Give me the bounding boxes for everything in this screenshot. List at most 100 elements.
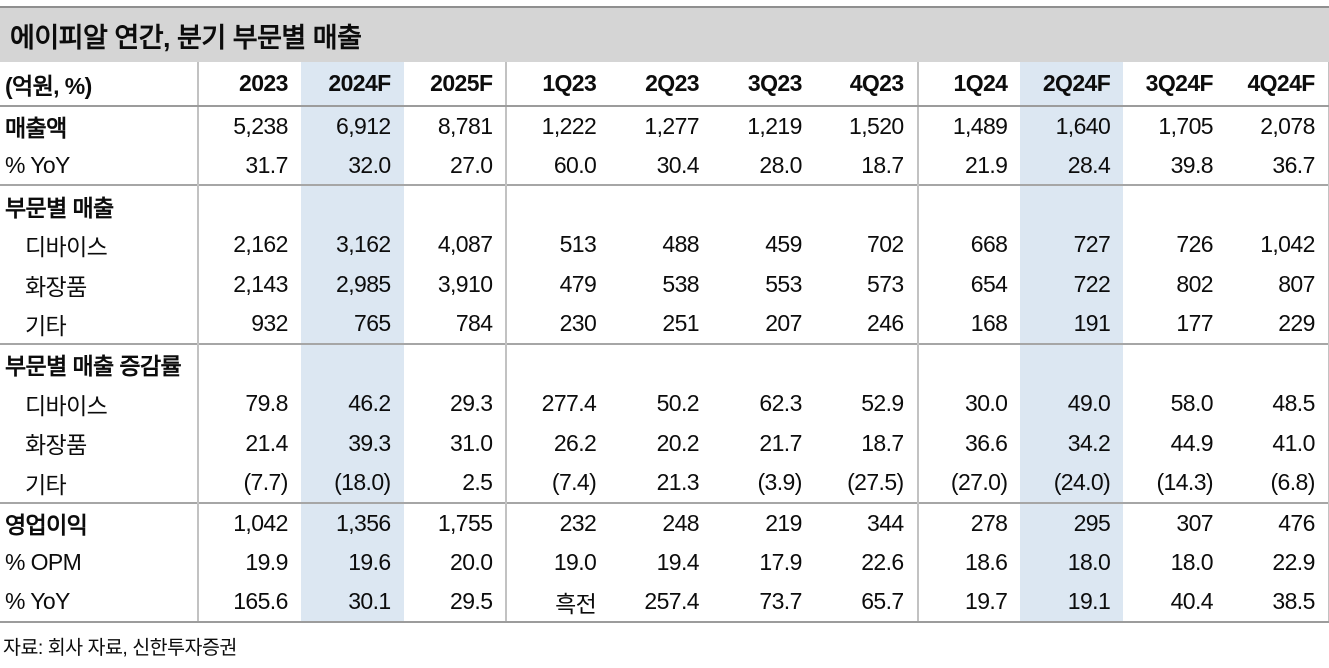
- value-cell: 1,520: [814, 106, 919, 146]
- value-cell: 702: [814, 225, 919, 265]
- value-cell: 19.6: [300, 542, 404, 583]
- value-cell: 48.5: [1225, 383, 1329, 424]
- value-cell: 21.7: [759, 429, 802, 456]
- table-row: 화장품 21.4 39.3 31.0 26.2 20.2 21.7 18.7 36.6 34.2 4…: [0, 423, 1329, 464]
- value-cell: 29.3: [403, 383, 508, 424]
- value-cell: [1123, 184, 1226, 226]
- value-cell: 6,912: [300, 106, 404, 146]
- value-cell: 58.0: [1170, 390, 1214, 417]
- value-cell: 1,219: [747, 112, 802, 139]
- table-row: % OPM 19.9 19.6 20.0 19.0 19.4 17.9 22.6 18.6 18.…: [0, 542, 1329, 583]
- row-label: 매출액: [0, 106, 199, 146]
- value-cell: [814, 343, 919, 384]
- value-cell: 34.2: [1020, 423, 1124, 464]
- value-cell: 727: [1020, 225, 1124, 265]
- value-cell: [609, 184, 712, 226]
- value-cell: [609, 343, 712, 384]
- value-cell: [1020, 184, 1124, 226]
- value-cell: 39.8: [1170, 151, 1214, 178]
- value-cell: (7.7): [243, 469, 289, 496]
- value-cell: 3,910: [403, 264, 508, 305]
- value-cell: 932: [251, 310, 288, 337]
- segment-revenue-table: (억원, %) 2023 2024F 2025F 1Q23 2Q23 3Q23 4Q23 1Q…: [0, 62, 1329, 623]
- row-label: 디바이스: [0, 383, 199, 424]
- value-cell: 668: [970, 231, 1008, 258]
- value-cell: [506, 343, 610, 384]
- table-row: 부문별 매출 증감률: [0, 343, 1329, 384]
- value-cell: 1,705: [1158, 112, 1213, 139]
- value-cell: 18.7: [814, 423, 919, 464]
- source-note: 자료: 회사 자료, 신한투자증권: [3, 636, 237, 659]
- value-cell: 29.5: [403, 582, 508, 623]
- value-cell: 722: [1020, 264, 1124, 305]
- column-header: 1Q23: [506, 62, 610, 107]
- value-cell: 654: [970, 271, 1008, 298]
- value-cell: 230: [559, 310, 597, 337]
- value-cell: 19.0: [553, 548, 597, 575]
- value-cell: 흑전: [506, 582, 610, 623]
- row-label: % YoY: [0, 582, 199, 623]
- value-cell: (14.3): [1156, 469, 1213, 496]
- value-cell: 18.0: [1020, 542, 1124, 583]
- value-cell: 36.6: [965, 429, 1008, 456]
- value-cell: 476: [1225, 501, 1329, 543]
- value-cell: 278: [917, 501, 1021, 543]
- value-cell: 20.2: [656, 429, 700, 456]
- value-cell: 573: [814, 264, 919, 305]
- value-cell: 219: [711, 501, 815, 543]
- value-cell: 2,143: [233, 271, 288, 298]
- value-cell: 21.4: [245, 429, 288, 456]
- row-label: 기타: [0, 463, 199, 503]
- value-cell: 1,222: [541, 112, 597, 139]
- value-cell: 479: [559, 271, 597, 298]
- row-label: 화장품: [0, 423, 199, 464]
- value-cell: 28.0: [759, 151, 802, 178]
- value-cell: 191: [1020, 304, 1124, 345]
- row-label: 부문별 매출: [0, 184, 199, 226]
- value-cell: (6.8): [1225, 463, 1329, 503]
- value-cell: [198, 184, 301, 226]
- value-cell: (27.5): [814, 463, 919, 503]
- value-cell: 488: [662, 231, 699, 258]
- value-cell: 19.7: [917, 582, 1021, 623]
- value-cell: 30.1: [300, 582, 404, 623]
- value-cell: 513: [559, 231, 597, 258]
- value-cell: 765: [300, 304, 404, 345]
- value-cell: [1020, 343, 1124, 384]
- value-cell: 229: [1225, 304, 1329, 345]
- column-header: 4Q23: [814, 62, 919, 107]
- value-cell: 18.0: [1170, 548, 1214, 575]
- value-cell: 79.8: [245, 390, 288, 417]
- table-row: 매출액 5,238 6,912 8,781 1,222 1,277 1,219 1,520 1,…: [0, 106, 1329, 146]
- value-cell: [711, 184, 815, 226]
- report-table-page: 에이피알 연간, 분기 부문별 매출 (억원, %) 2023 2024F 2025…: [0, 6, 1329, 660]
- row-label: 기타: [0, 304, 199, 345]
- table-row: 부문별 매출: [0, 184, 1329, 226]
- value-cell: 60.0: [553, 151, 597, 178]
- value-cell: [198, 343, 301, 384]
- value-cell: 1,042: [1225, 225, 1329, 265]
- value-cell: 62.3: [759, 390, 802, 417]
- table-row: 기타 932 765 784 230 251 207 246 168 191 177 229: [0, 304, 1329, 345]
- value-cell: 22.6: [814, 542, 919, 583]
- value-cell: (18.0): [300, 463, 404, 503]
- row-label: 영업이익: [0, 501, 199, 543]
- value-cell: 8,781: [403, 106, 508, 146]
- column-header: 3Q24F: [1123, 62, 1226, 107]
- value-cell: 2.5: [403, 463, 508, 503]
- row-label: 부문별 매출 증감률: [0, 343, 199, 384]
- value-cell: 30.0: [965, 390, 1008, 417]
- column-header: 4Q24F: [1225, 62, 1329, 107]
- value-cell: 232: [506, 501, 610, 543]
- value-cell: [814, 184, 919, 226]
- value-cell: 32.0: [300, 145, 404, 186]
- value-cell: 2,162: [233, 231, 288, 258]
- value-cell: 49.0: [1020, 383, 1124, 424]
- value-cell: [506, 184, 610, 226]
- value-cell: (24.0): [1020, 463, 1124, 503]
- value-cell: 802: [1176, 271, 1213, 298]
- value-cell: 46.2: [300, 383, 404, 424]
- column-header: 2Q24F: [1020, 62, 1124, 107]
- value-cell: 5,238: [233, 112, 288, 139]
- value-cell: 4,087: [403, 225, 508, 265]
